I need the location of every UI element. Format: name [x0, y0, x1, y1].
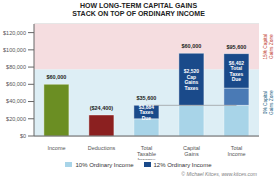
- svg-text:Due: Due: [232, 76, 242, 82]
- svg-text:$35,600: $35,600: [136, 95, 156, 101]
- svg-text:$3,884: $3,884: [138, 103, 154, 110]
- svg-text:Total: Total: [230, 65, 243, 72]
- svg-text:$40,000: $40,000: [8, 98, 26, 104]
- html-text:HOW LONG-TERM CAPITAL GAINS: HOW LONG-TERM CAPITAL GAINS: [79, 2, 198, 9]
- svg-text:$100,000: $100,000: [8, 47, 26, 53]
- svg-text:15% CapitalGains Zone: 15% CapitalGains Zone: [263, 34, 269, 60]
- svg-text:Gains: Gains: [184, 79, 199, 86]
- html-text:STACK ON TOP OF ORDINARY INCOM: STACK ON TOP OF ORDINARY INCOME: [72, 10, 205, 17]
- svg-text:TotalTaxableIncome: TotalTaxableIncome: [137, 145, 156, 160]
- svg-text:($24,400): ($24,400): [90, 105, 114, 111]
- html-text:12% Ordinary Income: 12% Ordinary Income: [153, 161, 212, 168]
- svg-text:Cap: Cap: [186, 73, 197, 80]
- svg-text:Due: Due: [142, 115, 152, 121]
- svg-text:CapitalGains: CapitalGains: [183, 145, 200, 157]
- svg-text:$60,000: $60,000: [8, 81, 26, 87]
- svg-text:Taxes: Taxes: [139, 109, 154, 115]
- svg-text:Taxes: Taxes: [184, 85, 198, 91]
- svg-text:$0: $0: [20, 133, 26, 139]
- svg-text:$6,402: $6,402: [228, 59, 244, 66]
- svg-text:Taxes: Taxes: [229, 70, 244, 77]
- svg-text:$60,000: $60,000: [46, 74, 66, 80]
- svg-text:Income: Income: [47, 145, 65, 151]
- svg-text:$2,520: $2,520: [183, 68, 199, 75]
- svg-text:$20,000: $20,000: [8, 116, 26, 122]
- svg-text:$80,000: $80,000: [8, 64, 26, 70]
- html-text:© Michael Kitces, www.kitces.c: © Michael Kitces, www.kitces.com: [181, 171, 257, 177]
- svg-text:$95,600: $95,600: [226, 44, 246, 50]
- html-text:10% Ordinary Income: 10% Ordinary Income: [75, 161, 134, 168]
- svg-text:$120,000: $120,000: [8, 30, 26, 36]
- svg-text:0% CapitalGains Zone: 0% CapitalGains Zone: [263, 90, 269, 115]
- svg-text:TotalIncome: TotalIncome: [227, 145, 245, 157]
- svg-text:$60,000: $60,000: [181, 43, 201, 49]
- svg-text:Deductions: Deductions: [88, 145, 116, 151]
